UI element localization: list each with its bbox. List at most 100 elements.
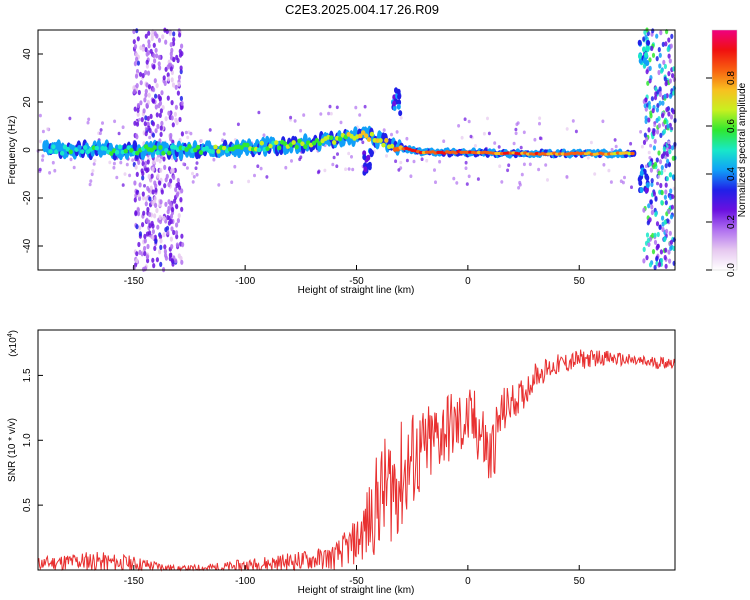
snr-panel: -150 -100 -50 0 50 0.5 1.0 1.5 Height of strai…: [7, 329, 676, 596]
noise-speckle: [151, 121, 155, 127]
noise-speckle: [159, 108, 163, 114]
scatter-speckle: [420, 157, 424, 161]
noise-speckle: [135, 52, 139, 58]
feature-blob: [637, 39, 642, 46]
ridge-core: [195, 144, 201, 150]
noise-speckle: [669, 43, 673, 49]
scatter-speckle: [123, 172, 127, 176]
scatter-speckle: [143, 184, 146, 188]
noise-speckle: [660, 170, 664, 176]
noise-speckle: [179, 197, 183, 203]
spectrogram-y-ticks: -40 -20 0 20 40: [22, 48, 43, 253]
feature-blob: [363, 166, 368, 173]
noise-speckle: [163, 248, 167, 255]
noise-speckle: [166, 76, 171, 82]
scatter-speckle: [395, 130, 399, 134]
x-tick-label: -50: [349, 276, 364, 287]
noise-speckle: [162, 75, 166, 81]
noise-speckle: [154, 47, 158, 53]
scatter-speckle: [405, 136, 409, 141]
scatter-speckle: [394, 159, 398, 163]
noise-speckle: [142, 108, 146, 114]
noise-speckle: [646, 237, 651, 243]
ridge-core: [213, 144, 218, 150]
spectrogram-y-axis-label: Frequency (Hz): [7, 116, 18, 185]
scatter-speckle: [195, 161, 199, 165]
noise-speckle: [648, 104, 652, 110]
noise-speckle: [144, 70, 148, 76]
noise-speckle: [180, 259, 184, 265]
noise-speckle: [166, 72, 170, 78]
noise-speckle: [155, 83, 159, 89]
scatter-speckle: [520, 172, 524, 177]
scatter-speckle: [88, 182, 92, 187]
ridge-core: [187, 144, 192, 149]
noise-speckle: [154, 238, 158, 244]
noise-speckle: [656, 89, 660, 95]
scatter-speckle: [293, 119, 297, 123]
noise-speckle: [668, 149, 672, 155]
ridge-core: [343, 134, 348, 140]
noise-speckle: [169, 51, 173, 57]
noise-speckle: [150, 32, 154, 39]
scatter-speckle: [487, 131, 491, 136]
noise-speckle: [652, 191, 657, 197]
scatter-speckle: [663, 168, 667, 173]
y-tick-label: 1.0: [22, 433, 33, 447]
ridge-core: [155, 150, 160, 156]
noise-speckle: [145, 51, 149, 57]
scatter-speckle: [344, 167, 348, 171]
scatter-speckle: [452, 176, 456, 181]
noise-speckle: [654, 196, 658, 202]
scatter-speckle: [284, 165, 288, 170]
noise-speckle: [164, 177, 168, 183]
scatter-speckle: [629, 141, 633, 146]
scatter-speckle: [51, 160, 55, 165]
noise-speckle: [146, 115, 150, 122]
noise-speckle: [650, 204, 654, 210]
noise-speckle: [159, 261, 163, 267]
noise-speckle: [135, 28, 139, 34]
noise-speckle: [164, 255, 168, 261]
noise-speckle: [139, 80, 143, 86]
noise-speckle: [669, 239, 674, 245]
scatter-speckle: [473, 144, 477, 148]
scatter-speckle: [38, 139, 42, 144]
noise-speckle: [145, 63, 149, 69]
scatter-speckle: [148, 135, 152, 140]
ridge-core: [245, 142, 250, 148]
noise-speckle: [168, 62, 172, 68]
noise-speckle: [144, 115, 148, 121]
noise-speckle: [158, 96, 162, 102]
noise-speckle: [141, 72, 145, 79]
ridge-core: [77, 145, 82, 150]
noise-speckle: [181, 242, 185, 248]
scatter-speckle: [290, 159, 293, 163]
noise-speckle: [138, 182, 142, 188]
ridge-core: [297, 138, 302, 144]
ridge-core: [164, 148, 169, 153]
noise-speckle: [663, 194, 668, 200]
scatter-speckle: [38, 167, 42, 172]
scatter-speckle: [399, 116, 403, 120]
noise-speckle: [136, 36, 140, 42]
colorbar-tick-label: 0.0: [726, 263, 737, 277]
scatter-speckle: [476, 177, 480, 181]
noise-speckle: [159, 131, 163, 137]
noise-speckle: [175, 204, 179, 210]
ridge-core: [103, 146, 108, 152]
x-tick-label: 50: [574, 276, 586, 287]
noise-speckle: [667, 249, 671, 255]
noise-speckle: [653, 232, 657, 238]
noise-speckle: [174, 84, 178, 90]
noise-speckle: [648, 78, 652, 84]
ridge-core: [94, 145, 100, 151]
noise-speckle: [655, 56, 659, 62]
scatter-speckle: [329, 111, 333, 116]
ridge-core: [259, 140, 264, 146]
scatter-speckle: [546, 178, 549, 182]
feature-blob: [644, 51, 649, 58]
feature-blob: [644, 173, 649, 180]
noise-speckle: [154, 183, 158, 189]
noise-speckle: [668, 230, 672, 236]
